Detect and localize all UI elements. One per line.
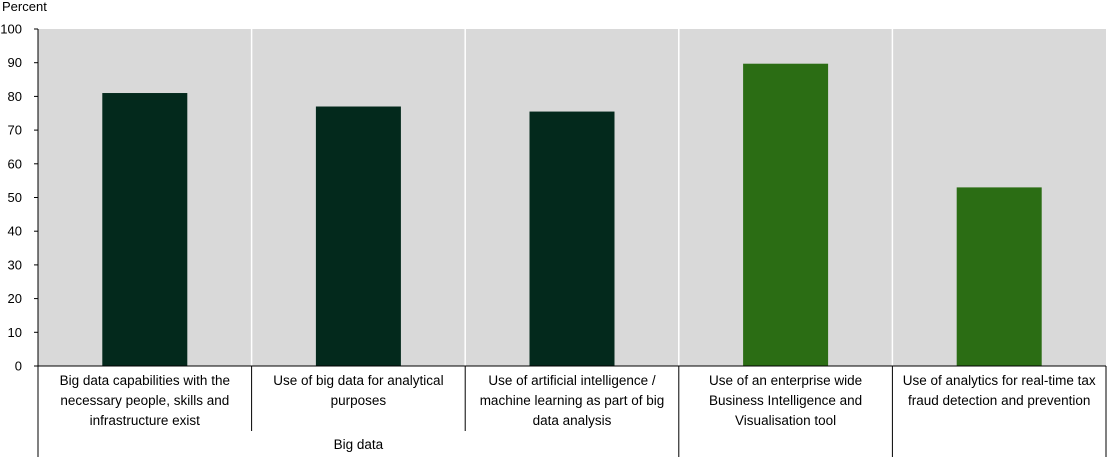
category-label: Business Intelligence and: [709, 393, 862, 408]
category-label: Use of artificial intelligence /: [488, 373, 656, 388]
y-tick-label: 20: [8, 291, 22, 306]
bar-5: [956, 187, 1042, 366]
y-tick-labels: 0 10 20 30 40 50 60 70 80 90 100: [0, 22, 22, 374]
category-label: purposes: [331, 393, 387, 408]
gridlines: [250, 29, 894, 366]
category-label: Use of an enterprise wide: [709, 373, 862, 388]
category-label: Use of big data for analytical: [273, 373, 443, 388]
watermark: CSDN @用友BIP: [1002, 433, 1095, 447]
category-label: Visualisation tool: [735, 413, 836, 428]
y-tick-label: 50: [8, 190, 22, 205]
y-tick-label: 0: [15, 359, 22, 374]
category-labels: Big data capabilities with the necessary …: [60, 373, 1096, 428]
bar-4: [743, 63, 829, 366]
bar-1: [102, 93, 188, 366]
y-tick-label: 80: [8, 89, 22, 104]
bar-2: [315, 106, 401, 366]
group-label: Big data: [334, 437, 384, 452]
y-tick-label: 100: [0, 22, 22, 37]
y-tick-label: 40: [8, 224, 22, 239]
category-label: machine learning as part of big: [480, 393, 665, 408]
category-label: necessary people, skills and: [60, 393, 229, 408]
y-tick-label: 30: [8, 257, 22, 272]
category-label: data analysis: [533, 413, 612, 428]
category-label: fraud detection and prevention: [908, 393, 1090, 408]
bar-3: [529, 111, 615, 366]
y-tick-label: 90: [8, 55, 22, 70]
category-label: Big data capabilities with the: [60, 373, 230, 388]
y-tick-label: 10: [8, 325, 22, 340]
bars: [102, 63, 1042, 366]
y-tick-label: 60: [8, 156, 22, 171]
category-label: infrastructure exist: [90, 413, 201, 428]
y-axis-label: Percent: [2, 0, 47, 14]
y-tick-label: 70: [8, 123, 22, 138]
axes: [34, 28, 1107, 457]
category-label: Use of analytics for real-time tax: [903, 373, 1096, 388]
